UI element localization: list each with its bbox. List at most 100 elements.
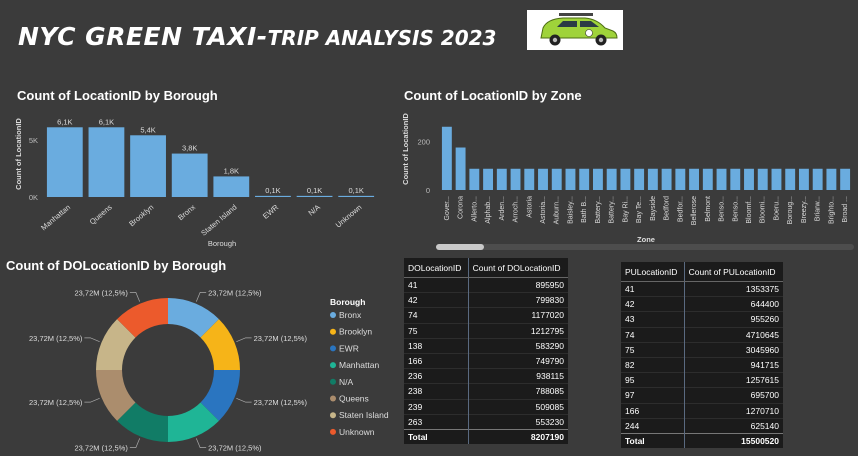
table-cell: 1353375 [684, 280, 783, 297]
table-cell: 625140 [684, 417, 783, 434]
leader-line [236, 397, 252, 403]
bar [702, 168, 713, 190]
x-tick-label: Brighto... [828, 196, 835, 224]
table-cell: 41 [621, 280, 685, 297]
donut-slice [168, 402, 219, 442]
table-header[interactable]: Count of DOLocationID [468, 258, 568, 278]
bar [798, 168, 809, 190]
table-cell: 553230 [468, 413, 568, 430]
table-cell: 4710645 [684, 326, 783, 343]
table-row: 238 788085 [404, 383, 568, 399]
scrollbar-thumb[interactable] [436, 244, 484, 250]
legend-marker [330, 328, 336, 335]
x-tick-label: Broad ... [842, 196, 849, 223]
data-label: 6,1K [99, 117, 114, 126]
donut-slice [117, 298, 168, 338]
x-tick-label: Brooklyn [127, 203, 155, 229]
table-cell: 74 [621, 326, 685, 343]
x-axis-title: Borough [208, 239, 236, 248]
leader-line [84, 397, 100, 403]
legend-marker [330, 412, 336, 419]
x-tick-label: Bay Ri... [622, 196, 629, 223]
x-tick-label: Astoria [526, 196, 533, 218]
borough-donut-chart: 23,72M (12,5%) 23,72M (12,5%) 23,72M (12,5… [29, 288, 389, 453]
table-cell: Total [621, 432, 685, 449]
table-cell: 1212795 [468, 322, 568, 339]
zone-chart-scrollbar[interactable] [436, 244, 854, 250]
bar [46, 127, 83, 197]
table-cell: 941715 [684, 356, 783, 373]
legend-marker [330, 395, 336, 402]
table-cell: 42 [621, 296, 685, 312]
table-cell: 895950 [468, 276, 568, 293]
table-row: 97 695700 [621, 387, 783, 403]
bar [689, 168, 700, 190]
borough-chart-title: Count of LocationID by Borough [17, 88, 218, 103]
x-tick-label: Benso... [719, 196, 726, 222]
table-header[interactable]: Count of PULocationID [684, 262, 783, 282]
table-row: 43 955260 [621, 311, 783, 328]
table-cell: 239 [404, 398, 469, 415]
table-row: 239 509085 [404, 398, 568, 415]
green-taxi-car-icon [527, 10, 623, 50]
pulocation-table: PULocationID Count of PULocationID 41 135… [621, 262, 783, 449]
data-label: 3,8K [182, 144, 197, 153]
table-cell: 644400 [684, 296, 783, 312]
table-cell: 749790 [468, 352, 568, 369]
x-tick-label: N/A [306, 203, 321, 218]
data-label: 23,72M (12,5%) [74, 444, 128, 453]
data-label: 23,72M (12,5%) [208, 288, 262, 297]
table-cell: 1177020 [468, 307, 568, 324]
donut-chart-title: Count of DOLocationID by Borough [6, 258, 227, 273]
table-cell: 263 [404, 413, 469, 430]
table-row: 42 644400 [621, 296, 783, 312]
data-label: 23,72M (12,5%) [254, 398, 308, 407]
x-tick-label: Baisley... [567, 196, 574, 224]
table-cell: 236 [404, 368, 469, 384]
legend-entry: Queens [339, 394, 369, 404]
x-tick-label: Unknown [334, 203, 364, 230]
table-row: 166 1270710 [621, 402, 783, 419]
table-cell: 8207190 [468, 428, 568, 445]
y-tick-label: 5K [29, 136, 38, 145]
donut-slice [200, 319, 240, 370]
bar [647, 168, 658, 190]
bar [716, 168, 727, 190]
leader-line [84, 337, 100, 343]
bar [812, 168, 823, 190]
data-label: 1,8K [224, 166, 239, 175]
x-tick-label: Battery... [609, 196, 616, 224]
legend-entry: EWR [339, 343, 359, 353]
legend-entry: Staten Island [339, 410, 389, 420]
x-tick-label: Arden... [499, 196, 506, 221]
x-tick-label: Allerto... [471, 196, 478, 222]
bar [757, 168, 768, 190]
bar [606, 168, 617, 190]
table-header[interactable]: DOLocationID [404, 258, 469, 278]
bar [730, 168, 741, 190]
table-row: 74 1177020 [404, 307, 568, 324]
table-cell: 75 [404, 322, 469, 339]
table-cell: 3045960 [684, 341, 783, 358]
legend-marker [330, 378, 336, 385]
table-cell: 1257615 [684, 372, 783, 388]
x-tick-label: Benso... [732, 196, 739, 222]
table-cell: 43 [621, 311, 685, 328]
table-cell: 75 [621, 341, 685, 358]
bar [579, 168, 590, 190]
legend-entry: N/A [339, 377, 354, 387]
x-tick-label: Queens [88, 202, 114, 226]
y-axis-title: Count of LocationID [401, 113, 410, 185]
dolocation-table: DOLocationID Count of DOLocationID 41 895… [404, 258, 568, 445]
donut-slice [96, 319, 136, 370]
table-cell: 95 [621, 372, 685, 388]
bar [483, 168, 494, 190]
x-tick-label: Boroug... [787, 196, 794, 224]
bar [255, 195, 291, 197]
bar [565, 168, 576, 190]
table-cell: 42 [404, 292, 469, 308]
bar [551, 168, 562, 190]
table-cell: Total [404, 428, 469, 445]
table-cell: 788085 [468, 383, 568, 399]
table-header[interactable]: PULocationID [621, 262, 685, 282]
